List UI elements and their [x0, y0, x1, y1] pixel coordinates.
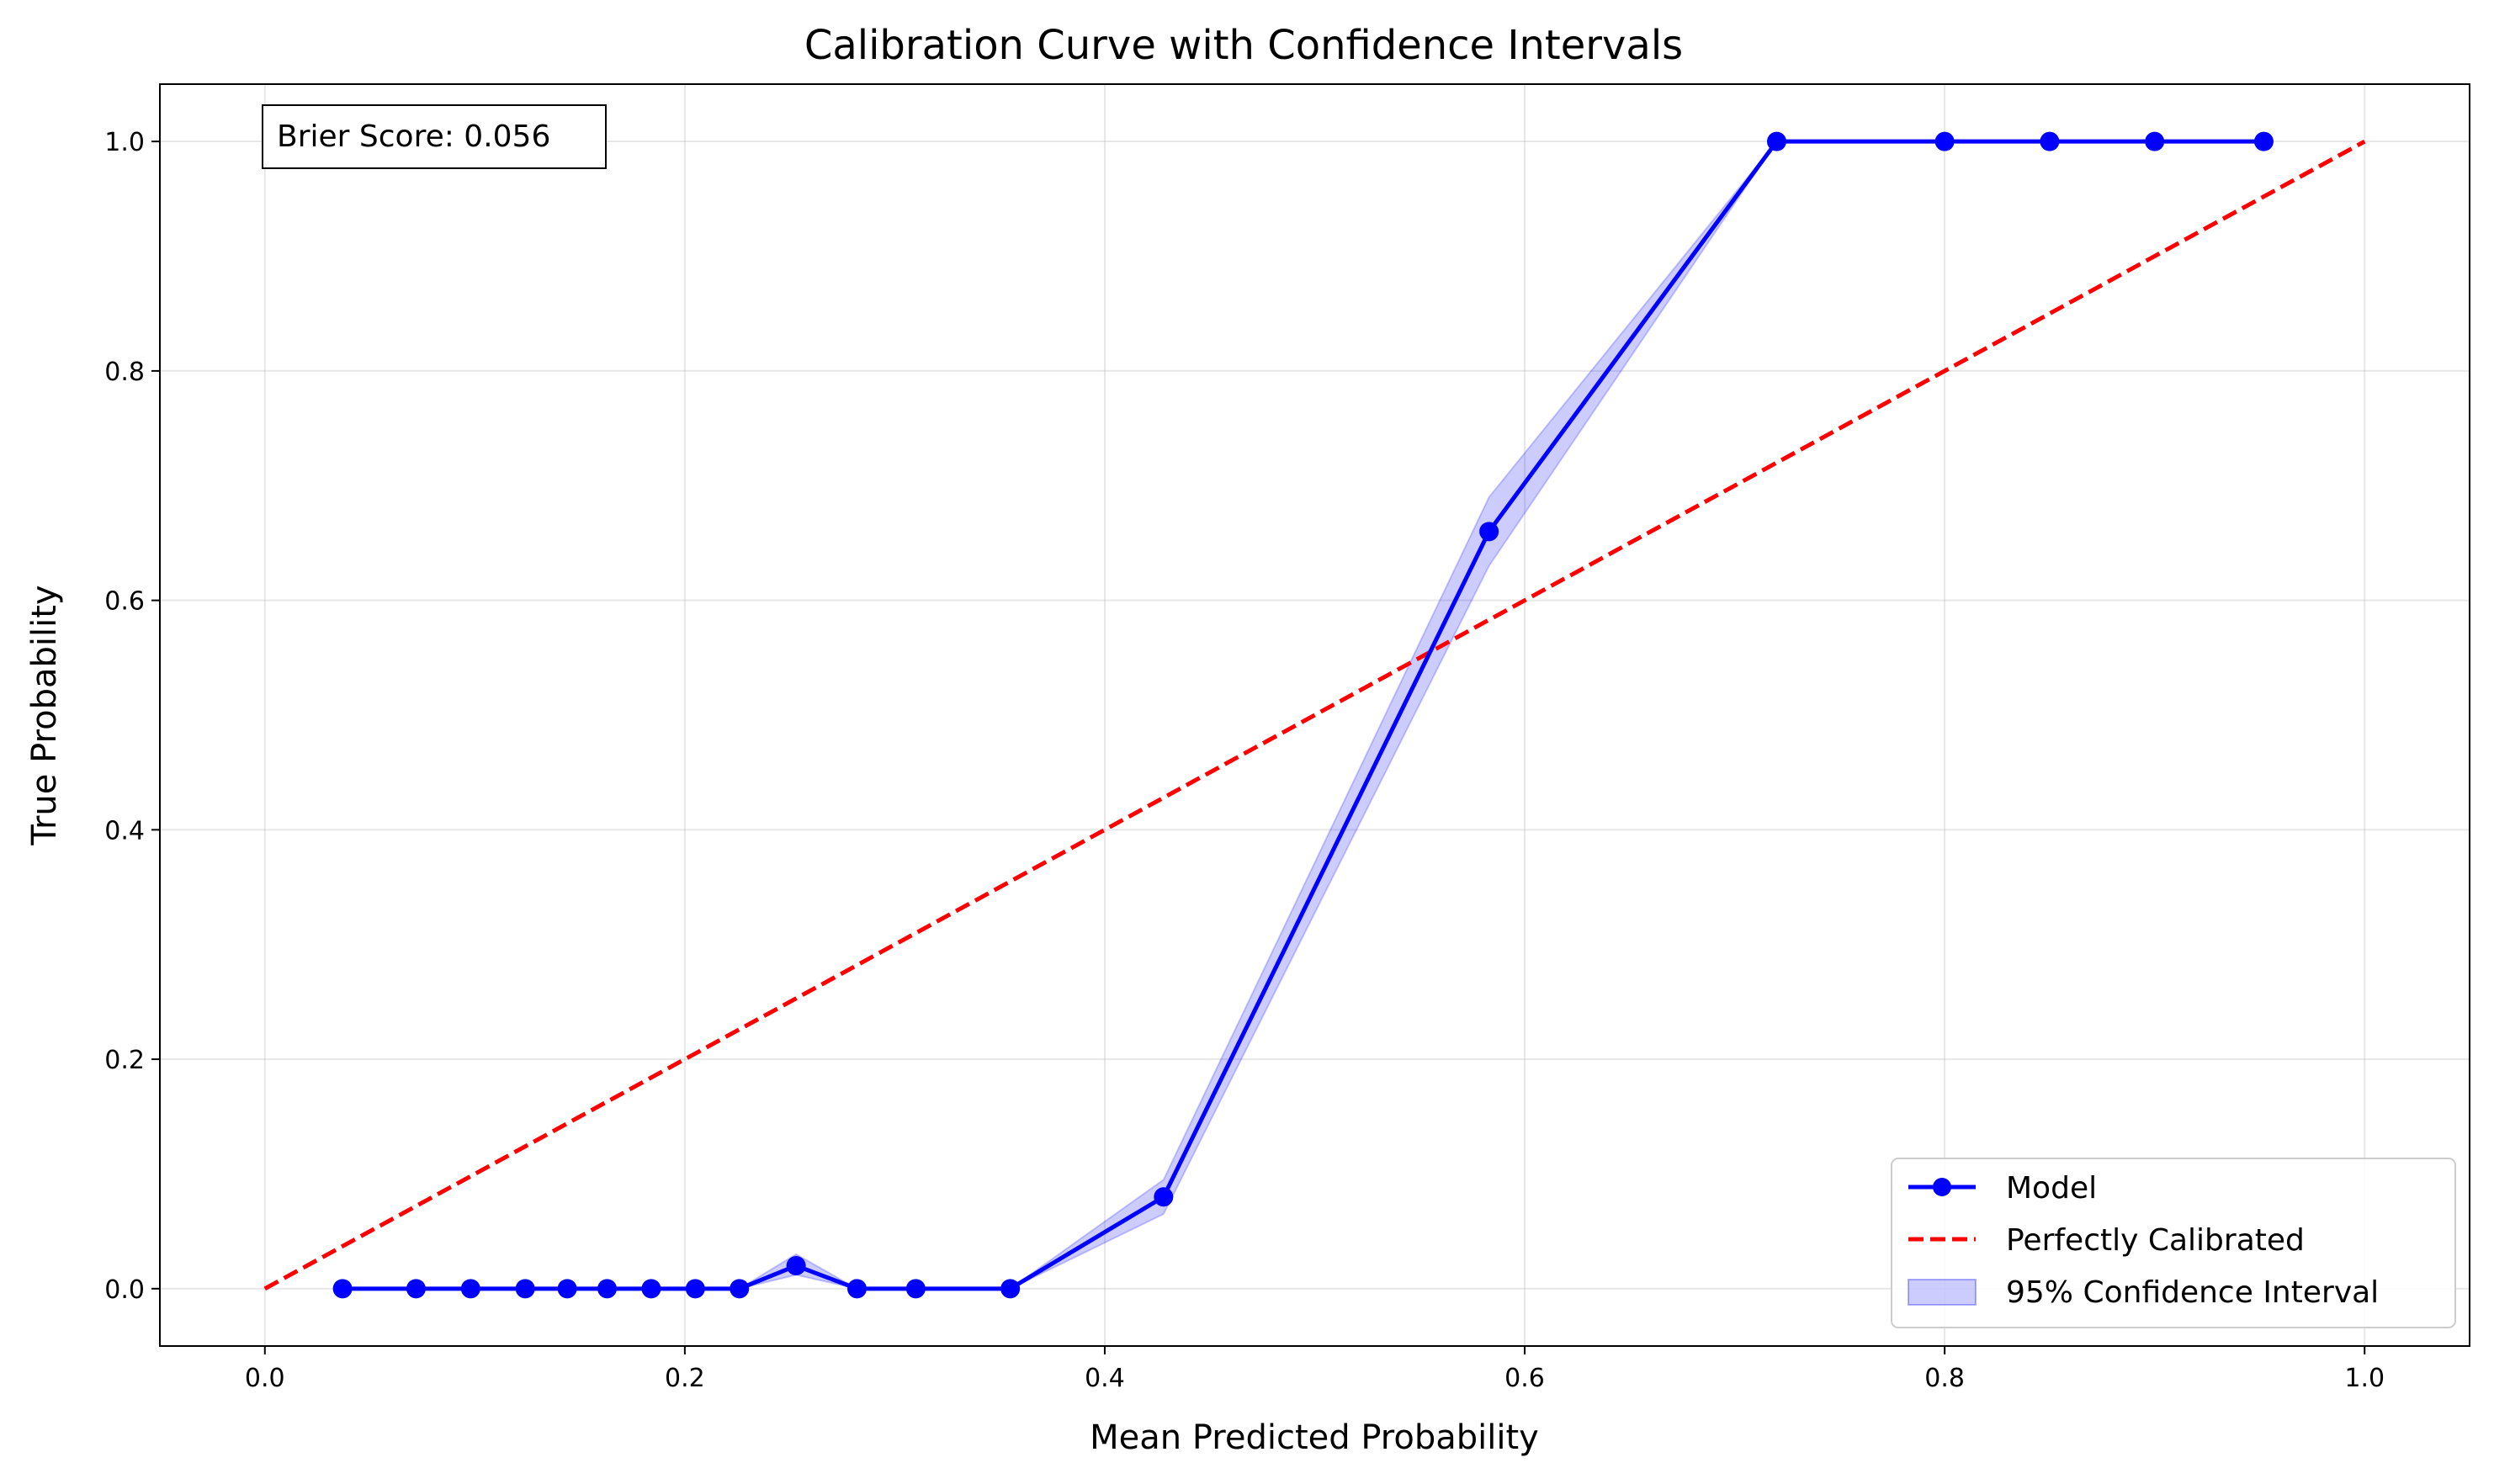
legend-swatch-ci — [1908, 1279, 1977, 1306]
model-point — [597, 1279, 618, 1299]
model-point — [1479, 522, 1499, 542]
model-point — [406, 1279, 426, 1299]
model-point — [1000, 1279, 1021, 1299]
x-tick-label: 0.2 — [665, 1364, 705, 1393]
chart-title: Calibration Curve with Confidence Interv… — [804, 22, 1683, 69]
legend-label-perfect: Perfectly Calibrated — [2006, 1223, 2305, 1258]
model-point — [786, 1256, 806, 1276]
model-point — [515, 1279, 535, 1299]
y-tick-label: 0.0 — [104, 1275, 145, 1305]
model-series — [332, 131, 2274, 1299]
model-point — [557, 1279, 577, 1299]
model-point — [2253, 131, 2274, 151]
y-axis-ticks: 0.0 0.2 0.4 0.6 0.8 1.0 — [104, 128, 160, 1305]
model-point — [332, 1279, 353, 1299]
x-tick-label: 0.0 — [245, 1364, 285, 1393]
model-point — [460, 1279, 480, 1299]
legend-frame — [1891, 1158, 2456, 1328]
legend-marker-model — [1933, 1178, 1951, 1196]
model-point — [2040, 131, 2060, 151]
model-point — [730, 1279, 750, 1299]
x-tick-label: 0.6 — [1504, 1364, 1545, 1393]
brier-score-box: Brier Score: 0.056 — [262, 104, 607, 169]
x-axis-ticks: 0.0 0.2 0.4 0.6 0.8 1.0 — [245, 1346, 2385, 1393]
legend-label-model: Model — [2006, 1171, 2097, 1206]
model-point — [905, 1279, 926, 1299]
brier-score-frame — [262, 104, 607, 169]
x-tick-label: 0.4 — [1085, 1364, 1125, 1393]
y-tick-label: 0.6 — [104, 587, 145, 617]
legend: Model Perfectly Calibrated 95% Confidenc… — [1891, 1158, 2456, 1328]
y-tick-label: 1.0 — [104, 128, 145, 157]
y-axis-label: True Probability — [25, 585, 64, 845]
model-point — [685, 1279, 705, 1299]
model-point — [2145, 131, 2165, 151]
model-point — [641, 1279, 661, 1299]
model-point — [1934, 131, 1955, 151]
y-tick-label: 0.2 — [104, 1046, 145, 1075]
brier-score-text: Brier Score: 0.056 — [277, 119, 550, 154]
y-tick-label: 0.4 — [104, 816, 145, 845]
perfect-calibration-line — [263, 139, 2366, 1291]
model-point — [1767, 131, 1786, 151]
model-point — [1154, 1187, 1174, 1207]
y-tick-label: 0.8 — [104, 358, 145, 387]
x-axis-label: Mean Predicted Probability — [1090, 1418, 1539, 1457]
perfect-calibration-path — [263, 139, 2366, 1291]
plot-frame — [159, 83, 2470, 1347]
model-point — [846, 1279, 867, 1299]
x-tick-label: 1.0 — [2344, 1364, 2385, 1393]
legend-label-ci: 95% Confidence Interval — [2006, 1275, 2379, 1310]
x-tick-label: 0.8 — [1924, 1364, 1965, 1393]
